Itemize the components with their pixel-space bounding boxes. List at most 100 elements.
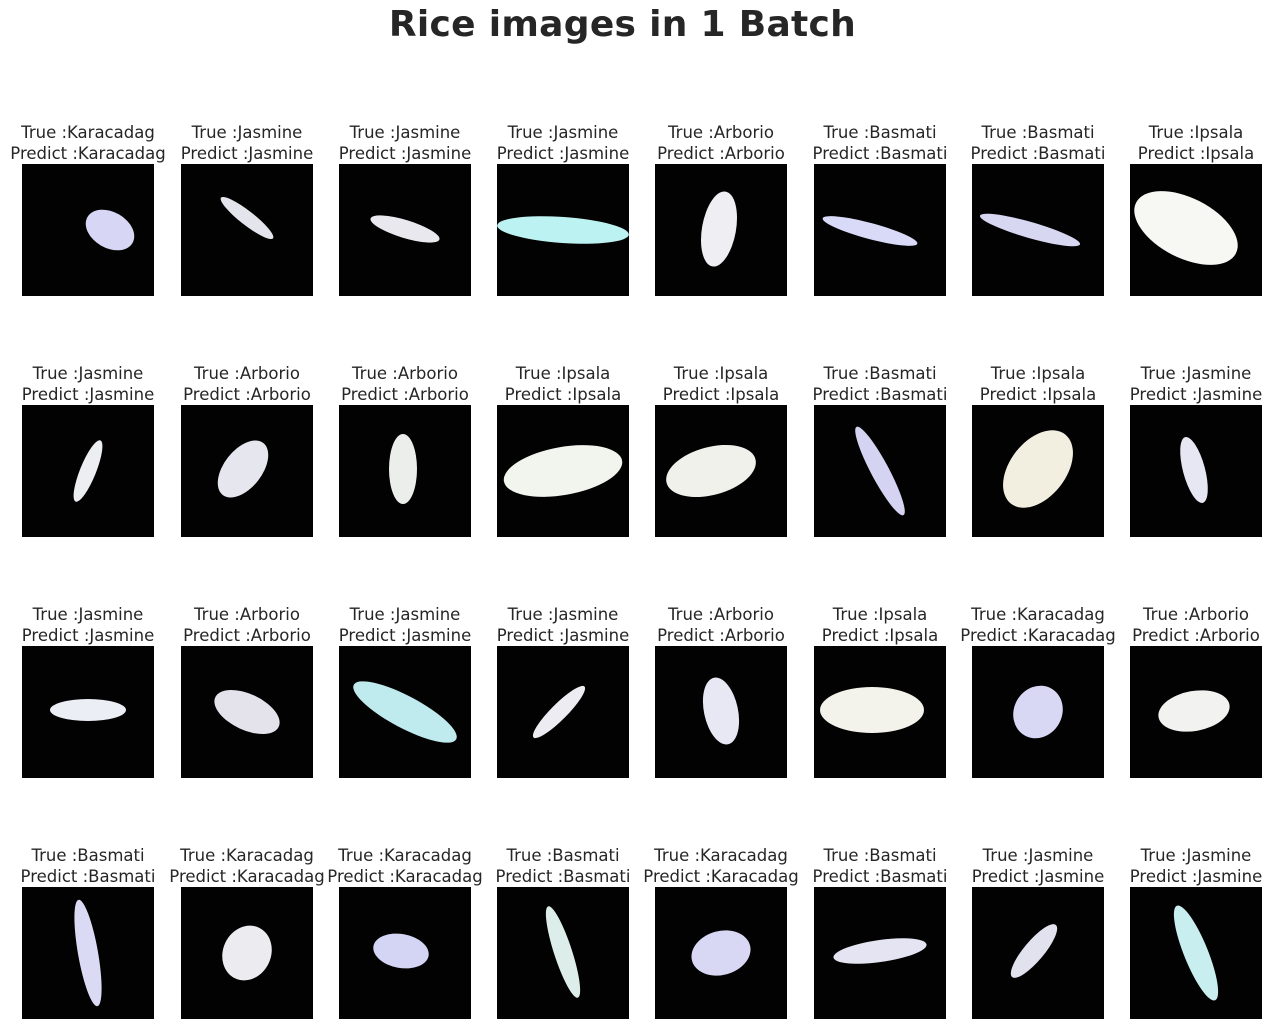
- predicted-label: Predict :Basmati: [812, 144, 948, 163]
- rice-grain-image: [339, 887, 471, 1019]
- true-label: True :Basmati: [31, 846, 145, 865]
- panel-caption: True :Jasmine Predict :Jasmine: [0, 363, 194, 405]
- true-label: True :Karacadag: [338, 846, 472, 865]
- true-label: True :Jasmine: [1140, 364, 1252, 383]
- panel-caption: True :Basmati Predict :Basmati: [774, 363, 986, 405]
- figure-title: Rice images in 1 Batch: [388, 4, 857, 45]
- rice-grain: [1010, 924, 1058, 978]
- rice-grain-image: [655, 646, 787, 778]
- predicted-label: Predict :Jasmine: [21, 626, 155, 645]
- rice-grain-image: [655, 405, 787, 537]
- predicted-label: Predict :Jasmine: [1129, 867, 1263, 886]
- rice-grain: [532, 685, 586, 739]
- true-label: True :Ipsala: [990, 364, 1086, 383]
- true-label: True :Basmati: [506, 846, 620, 865]
- predicted-label: Predict :Jasmine: [180, 144, 314, 163]
- panel-caption: True :Jasmine Predict :Jasmine: [299, 604, 511, 646]
- rice-grain-image: [22, 646, 154, 778]
- panel-caption: True :Jasmine Predict :Jasmine: [1090, 363, 1273, 405]
- true-label: True :Jasmine: [507, 123, 619, 142]
- rice-grain: [979, 213, 1081, 247]
- rice-grain: [214, 689, 280, 735]
- panel-caption: True :Jasmine Predict :Jasmine: [457, 604, 669, 646]
- rice-grain-image: [655, 164, 787, 296]
- predicted-label: Predict :Basmati: [812, 867, 948, 886]
- rice-grain: [1003, 430, 1073, 508]
- panel-caption: True :Ipsala Predict :Ipsala: [774, 604, 986, 646]
- predicted-label: Predict :Ipsala: [1137, 144, 1255, 163]
- predicted-label: Predict :Karacadag: [327, 867, 483, 886]
- panel-caption: True :Basmati Predict :Basmati: [774, 845, 986, 887]
- rice-grain-image: [972, 646, 1104, 778]
- rice-grain: [701, 191, 737, 267]
- rice-grain: [545, 906, 581, 998]
- true-label: True :Ipsala: [832, 605, 928, 624]
- rice-grain-image: [22, 887, 154, 1019]
- panel-caption: True :Ipsala Predict :Ipsala: [457, 363, 669, 405]
- predicted-label: Predict :Karacadag: [169, 867, 325, 886]
- rice-grain-image: [181, 405, 313, 537]
- panel-caption: True :Karacadag Predict :Karacadag: [615, 845, 827, 887]
- panel-caption: True :Arborio Predict :Arborio: [1090, 604, 1273, 646]
- rice-grain-image: [972, 887, 1104, 1019]
- rice-grain: [822, 216, 918, 246]
- true-label: True :Jasmine: [349, 605, 461, 624]
- panel-caption: True :Jasmine Predict :Jasmine: [457, 122, 669, 164]
- rice-grain: [855, 426, 905, 516]
- rice-grain-image: [1130, 405, 1262, 537]
- true-label: True :Karacadag: [654, 846, 788, 865]
- predicted-label: Predict :Karacadag: [10, 144, 166, 163]
- panel-caption: True :Basmati Predict :Basmati: [932, 122, 1144, 164]
- predicted-label: Predict :Arborio: [657, 144, 785, 163]
- rice-grain: [389, 434, 417, 504]
- rice-grain-image: [339, 405, 471, 537]
- panel-caption: True :Jasmine Predict :Jasmine: [1090, 845, 1273, 887]
- predicted-label: Predict :Karacadag: [960, 626, 1116, 645]
- panel-caption: True :Karacadag Predict :Karacadag: [141, 845, 353, 887]
- rice-grain-image: [1130, 646, 1262, 778]
- predicted-label: Predict :Ipsala: [821, 626, 939, 645]
- panel-caption: True :Karacadag Predict :Karacadag: [0, 122, 194, 164]
- panel-caption: True :Arborio Predict :Arborio: [615, 604, 827, 646]
- panel-caption: True :Arborio Predict :Arborio: [141, 604, 353, 646]
- true-label: True :Arborio: [668, 123, 774, 142]
- true-label: True :Basmati: [823, 123, 937, 142]
- panel-caption: True :Basmati Predict :Basmati: [774, 122, 986, 164]
- rice-grain-image: [814, 887, 946, 1019]
- rice-grain-image: [1130, 164, 1262, 296]
- predicted-label: Predict :Ipsala: [504, 385, 622, 404]
- true-label: True :Jasmine: [32, 605, 144, 624]
- rice-grain-image: [972, 405, 1104, 537]
- predicted-label: Predict :Ipsala: [979, 385, 1097, 404]
- predicted-label: Predict :Jasmine: [496, 626, 630, 645]
- rice-grain: [1180, 437, 1208, 503]
- rice-grain: [666, 444, 756, 498]
- rice-grain: [1013, 685, 1063, 739]
- true-label: True :Jasmine: [982, 846, 1094, 865]
- true-label: True :Arborio: [194, 364, 300, 383]
- panel-caption: True :Ipsala Predict :Ipsala: [1090, 122, 1273, 164]
- panel-caption: True :Basmati Predict :Basmati: [457, 845, 669, 887]
- rice-grain-image: [181, 646, 313, 778]
- rice-grain: [85, 209, 135, 251]
- panel-caption: True :Jasmine Predict :Jasmine: [932, 845, 1144, 887]
- panel-caption: True :Ipsala Predict :Ipsala: [932, 363, 1144, 405]
- true-label: True :Jasmine: [349, 123, 461, 142]
- panel-caption: True :Arborio Predict :Arborio: [299, 363, 511, 405]
- rice-grain: [370, 215, 440, 243]
- true-label: True :Jasmine: [507, 605, 619, 624]
- rice-grain: [217, 440, 269, 498]
- true-label: True :Karacadag: [21, 123, 155, 142]
- panel-caption: True :Jasmine Predict :Jasmine: [299, 122, 511, 164]
- rice-grain-image: [181, 164, 313, 296]
- predicted-label: Predict :Basmati: [812, 385, 948, 404]
- predicted-label: Predict :Karacadag: [643, 867, 799, 886]
- predicted-label: Predict :Arborio: [341, 385, 469, 404]
- rice-grain: [353, 681, 457, 743]
- true-label: True :Basmati: [823, 846, 937, 865]
- true-label: True :Jasmine: [32, 364, 144, 383]
- predicted-label: Predict :Arborio: [183, 385, 311, 404]
- rice-grain-image: [814, 164, 946, 296]
- rice-grain: [220, 196, 274, 240]
- rice-grain-image: [339, 164, 471, 296]
